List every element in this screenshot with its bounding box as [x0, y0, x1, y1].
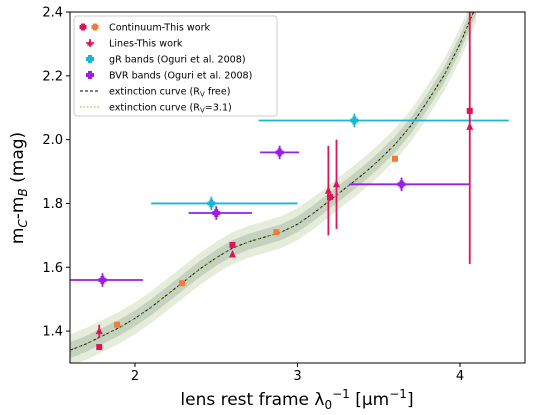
y-axis-title: mC-mB (mag): [8, 132, 30, 244]
legend-label: BVR bands (Oguri et al. 2008): [109, 71, 252, 82]
lines-point: [466, 12, 474, 265]
axis-ticks: 2 3 4 1.4 1.6 1.8 2.0 2.2 2.4: [42, 6, 464, 385]
legend-label: extinction curve (RV free): [109, 87, 230, 99]
legend-label: Continuum-This work: [109, 23, 211, 34]
x-axis-title: lens rest frame λ0−1 [μm−1]: [180, 387, 413, 412]
continuum-point: [96, 344, 103, 351]
lines-point: [333, 139, 340, 229]
y-tick-label: 2.2: [42, 69, 63, 84]
lines-point-marker: [229, 250, 236, 258]
y-tick-label: 1.8: [42, 197, 63, 212]
x-tick-label: 4: [456, 369, 464, 384]
continuum-point: [392, 155, 398, 162]
y-tick-label: 2.0: [42, 133, 63, 148]
legend-label: extinction curve (RV=3.1): [109, 103, 232, 115]
legend-label: Lines-This work: [109, 39, 183, 50]
bvr-point: [188, 206, 252, 220]
bvr-point: [70, 273, 144, 287]
bvr-point: [349, 177, 470, 192]
legend-handle-triangle: [87, 39, 93, 46]
plot-area: [70, 12, 509, 363]
data-marks: [70, 12, 509, 351]
legend: Continuum-This work Lines-This work gR ban…: [73, 15, 278, 117]
legend-item: BVR bands (Oguri et al. 2008): [86, 71, 252, 82]
lines-point-marker: [95, 326, 103, 335]
y-tick-label: 1.4: [42, 325, 63, 340]
y-tick-label: 1.6: [42, 261, 63, 276]
lines-point-marker: [333, 179, 340, 188]
legend-label: gR bands (Oguri et al. 2008): [109, 55, 246, 66]
y-tick-label: 2.4: [42, 6, 63, 21]
bvr-point: [260, 145, 300, 160]
continuum-point: [466, 107, 473, 114]
continuum-point: [114, 321, 121, 328]
gr-point: [258, 113, 509, 128]
continuum-point: [327, 194, 333, 201]
extinction-curve-rv-3.1: [70, 12, 474, 351]
lines-point: [324, 146, 332, 236]
x-tick-label: 2: [131, 369, 139, 384]
continuum-point: [229, 241, 236, 248]
legend-item: gR bands (Oguri et al. 2008): [86, 55, 246, 66]
legend-box: [73, 15, 278, 117]
lines-point: [95, 324, 103, 338]
lines-point: [229, 250, 236, 258]
lines-point-marker: [466, 122, 474, 130]
continuum-point: [179, 280, 186, 287]
legend-item: Lines-This work: [86, 39, 183, 50]
x-tick-label: 3: [293, 369, 301, 384]
gr-point: [151, 196, 298, 211]
legend-item: Continuum-This work: [79, 23, 211, 34]
lines-point-marker: [324, 186, 332, 194]
continuum-point: [273, 229, 280, 236]
